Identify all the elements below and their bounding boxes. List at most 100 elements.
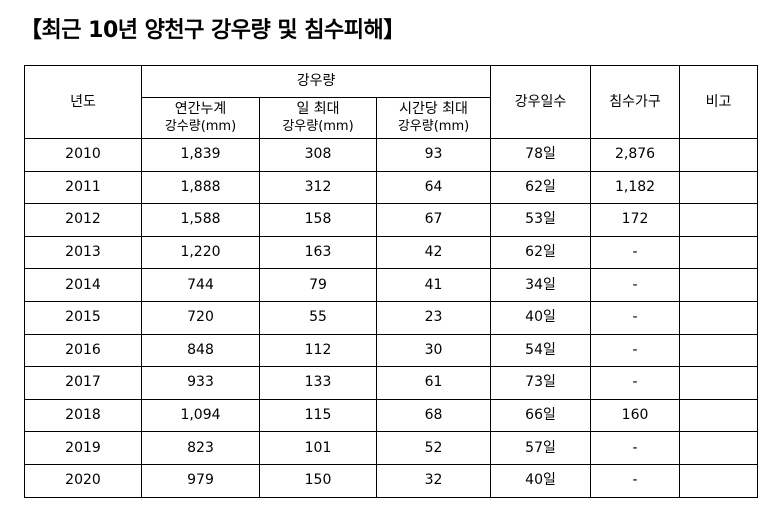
cell-year: 2018 (24, 398, 142, 433)
cell-hourly-max: 41 (375, 268, 492, 302)
cell-daily-max: 55 (259, 300, 377, 335)
header-annual-total-line2: 강수량(mm) (164, 119, 237, 134)
cell-daily-max: 308 (259, 138, 377, 172)
cell-daily-max: 133 (259, 366, 377, 400)
header-hourly-max: 시간당 최대 강우량(mm) (375, 97, 492, 139)
header-flooded-households: 침수가구 (590, 65, 681, 139)
header-daily-max: 일 최대 강우량(mm) (259, 97, 377, 139)
table-row: 2017 933 133 61 73일 - (24, 366, 759, 400)
cell-hourly-max: 61 (375, 366, 492, 400)
cell-remarks (679, 431, 759, 465)
cell-hourly-max: 93 (375, 138, 492, 172)
cell-rain-days: 66일 (490, 398, 592, 433)
cell-daily-max: 158 (259, 203, 377, 237)
cell-year: 2013 (24, 235, 142, 270)
cell-rain-days: 34일 (490, 268, 592, 302)
header-annual-total-line1: 연간누계 (174, 101, 227, 117)
table-row: 2015 720 55 23 40일 - (24, 300, 759, 335)
cell-annual-rainfall: 979 (141, 463, 260, 498)
cell-daily-max: 163 (259, 235, 377, 270)
cell-year: 2015 (24, 300, 142, 335)
cell-remarks (679, 138, 759, 172)
header-daily-max-line2: 강우량(mm) (282, 119, 354, 134)
cell-year: 2011 (24, 170, 142, 205)
cell-annual-rainfall: 933 (141, 366, 260, 400)
cell-daily-max: 115 (259, 398, 377, 433)
cell-flooded-households: - (590, 463, 681, 498)
cell-flooded-households: - (590, 366, 681, 400)
cell-hourly-max: 23 (375, 300, 492, 335)
table-row: 2011 1,888 312 64 62일 1,182 (24, 170, 759, 205)
cell-flooded-households: - (590, 268, 681, 302)
table-row: 2014 744 79 41 34일 - (24, 268, 759, 302)
cell-remarks (679, 235, 759, 270)
cell-annual-rainfall: 720 (141, 300, 260, 335)
cell-hourly-max: 52 (375, 431, 492, 465)
cell-daily-max: 150 (259, 463, 377, 498)
cell-year: 2016 (24, 333, 142, 368)
cell-rain-days: 62일 (490, 235, 592, 270)
cell-remarks (679, 463, 759, 498)
header-rainfall-group: 강우량 (140, 65, 492, 98)
cell-year: 2019 (24, 431, 142, 465)
cell-annual-rainfall: 1,839 (141, 138, 260, 172)
cell-remarks (679, 398, 759, 433)
cell-flooded-households: - (590, 235, 681, 270)
header-remarks: 비고 (679, 65, 759, 139)
table-row: 2012 1,588 158 67 53일 172 (24, 203, 759, 237)
cell-annual-rainfall: 1,888 (141, 170, 260, 205)
cell-rain-days: 53일 (490, 203, 592, 237)
cell-hourly-max: 68 (375, 398, 492, 433)
cell-year: 2017 (24, 366, 142, 400)
page-title: 【최근 10년 양천구 강우량 및 침수피해】 (20, 18, 405, 43)
cell-remarks (679, 333, 759, 368)
cell-annual-rainfall: 1,094 (141, 398, 260, 433)
header-hourly-max-line1: 시간당 최대 (399, 101, 468, 117)
table-row: 2018 1,094 115 68 66일 160 (24, 398, 759, 433)
cell-hourly-max: 30 (375, 333, 492, 368)
cell-annual-rainfall: 1,588 (141, 203, 260, 237)
cell-hourly-max: 32 (375, 463, 492, 498)
cell-year: 2012 (24, 203, 142, 237)
cell-flooded-households: 160 (590, 398, 681, 433)
cell-annual-rainfall: 848 (141, 333, 260, 368)
cell-remarks (679, 170, 759, 205)
cell-rain-days: 62일 (490, 170, 592, 205)
table-row: 2019 823 101 52 57일 - (24, 431, 759, 465)
cell-remarks (679, 300, 759, 335)
cell-rain-days: 40일 (490, 463, 592, 498)
header-year: 년도 (24, 65, 142, 139)
cell-year: 2020 (24, 463, 142, 498)
table-row: 2020 979 150 32 40일 - (24, 463, 759, 498)
cell-rain-days: 40일 (490, 300, 592, 335)
cell-flooded-households: 2,876 (590, 138, 681, 172)
table-row: 2016 848 112 30 54일 - (24, 333, 759, 368)
cell-daily-max: 101 (259, 431, 377, 465)
cell-rain-days: 73일 (490, 366, 592, 400)
cell-year: 2010 (24, 138, 142, 172)
cell-remarks (679, 366, 759, 400)
table-row: 2013 1,220 163 42 62일 - (24, 235, 759, 270)
header-daily-max-line1: 일 최대 (296, 101, 340, 117)
cell-annual-rainfall: 744 (141, 268, 260, 302)
cell-flooded-households: 172 (590, 203, 681, 237)
cell-daily-max: 79 (259, 268, 377, 302)
cell-flooded-households: - (590, 333, 681, 368)
cell-remarks (679, 203, 759, 237)
cell-flooded-households: - (590, 431, 681, 465)
cell-hourly-max: 42 (375, 235, 492, 270)
cell-hourly-max: 67 (375, 203, 492, 237)
table-row: 2010 1,839 308 93 78일 2,876 (24, 138, 759, 172)
cell-flooded-households: 1,182 (590, 170, 681, 205)
cell-daily-max: 312 (259, 170, 377, 205)
rainfall-table: 년도 강우량 강우일수 침수가구 비고 연간누계 강수량(mm) 일 최대 강우… (24, 65, 759, 498)
header-annual-total: 연간누계 강수량(mm) (141, 97, 260, 139)
cell-rain-days: 57일 (490, 431, 592, 465)
cell-daily-max: 112 (259, 333, 377, 368)
table-header-row: 년도 강우량 강우일수 침수가구 비고 (24, 65, 759, 139)
cell-hourly-max: 64 (375, 170, 492, 205)
table-subheader-row: 연간누계 강수량(mm) 일 최대 강우량(mm) 시간당 최대 강우량(mm) (25, 97, 758, 139)
header-hourly-max-line2: 강우량(mm) (397, 119, 470, 134)
cell-annual-rainfall: 823 (141, 431, 260, 465)
cell-rain-days: 78일 (490, 138, 592, 172)
